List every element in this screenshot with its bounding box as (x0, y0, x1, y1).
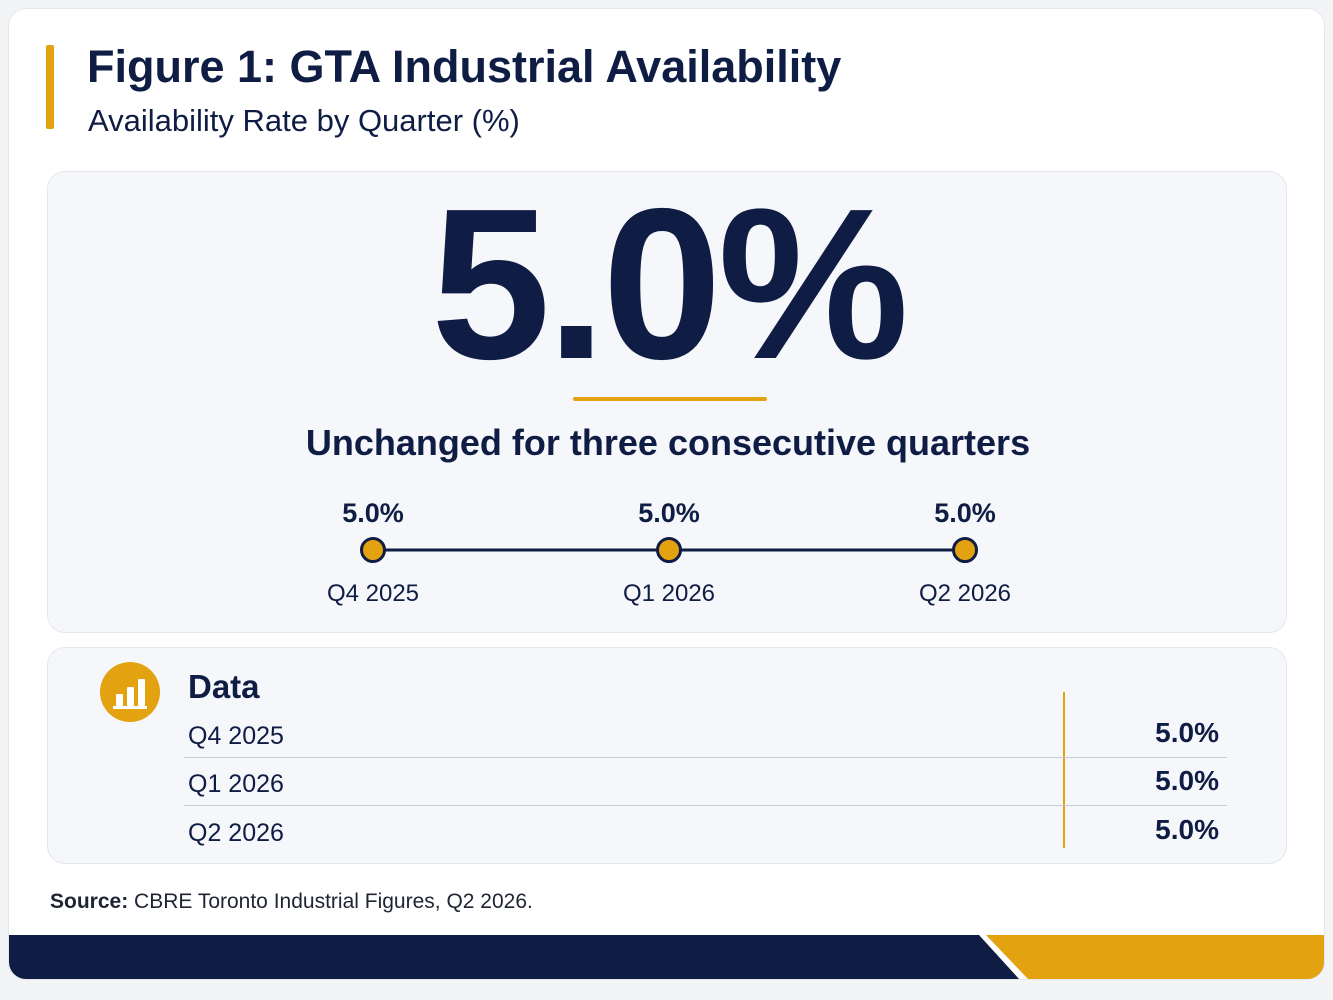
title-accent-bar (46, 45, 54, 129)
source-note: Source: CBRE Toronto Industrial Figures,… (50, 890, 533, 914)
source-text: CBRE Toronto Industrial Figures, Q2 2026… (128, 890, 533, 913)
row-label: Q4 2025 (188, 722, 284, 750)
x-tick-label: Q4 2025 (327, 580, 419, 607)
figure-title: Figure 1: GTA Industrial Availability (87, 41, 842, 92)
table-row: Q1 2026 5.0% (184, 758, 1227, 806)
data-point (656, 537, 682, 563)
data-label: 5.0% (934, 498, 996, 528)
table-column-divider (1063, 692, 1065, 848)
hero-panel: 5.0% Unchanged for three consecutive qua… (47, 163, 1287, 633)
bar-chart-icon (100, 662, 160, 722)
row-label: Q1 2026 (188, 770, 284, 798)
figure-card: Figure 1: GTA Industrial Availability Av… (8, 8, 1325, 980)
row-value: 5.0% (1155, 717, 1219, 748)
x-tick-label: Q2 2026 (919, 580, 1011, 607)
data-label: 5.0% (638, 498, 700, 528)
figure-subtitle: Availability Rate by Quarter (%) (88, 103, 520, 138)
table-row: Q2 2026 5.0% (184, 806, 1227, 854)
source-label: Source: (50, 890, 129, 913)
data-point (952, 537, 978, 563)
data-title: Data (188, 668, 260, 705)
headline-value: 5.0% (430, 163, 909, 404)
row-label: Q2 2026 (188, 819, 284, 847)
accent-rule (573, 397, 767, 401)
row-value: 5.0% (1155, 765, 1219, 796)
quarter-timeline-chart: 5.0% Q4 2025 5.0% Q1 2026 5.0% Q2 2026 (327, 498, 1011, 607)
data-point (360, 537, 386, 563)
data-panel: Data Q4 2025 5.0% Q1 2026 5.0% Q2 2026 5… (47, 647, 1287, 864)
footer-band-gold (986, 935, 1324, 979)
row-value: 5.0% (1155, 814, 1219, 845)
table-row: Q4 2025 5.0% (184, 710, 1227, 758)
headline-text: Unchanged for three consecutive quarters (305, 422, 1031, 463)
data-label: 5.0% (342, 498, 404, 528)
x-tick-label: Q1 2026 (623, 580, 715, 607)
